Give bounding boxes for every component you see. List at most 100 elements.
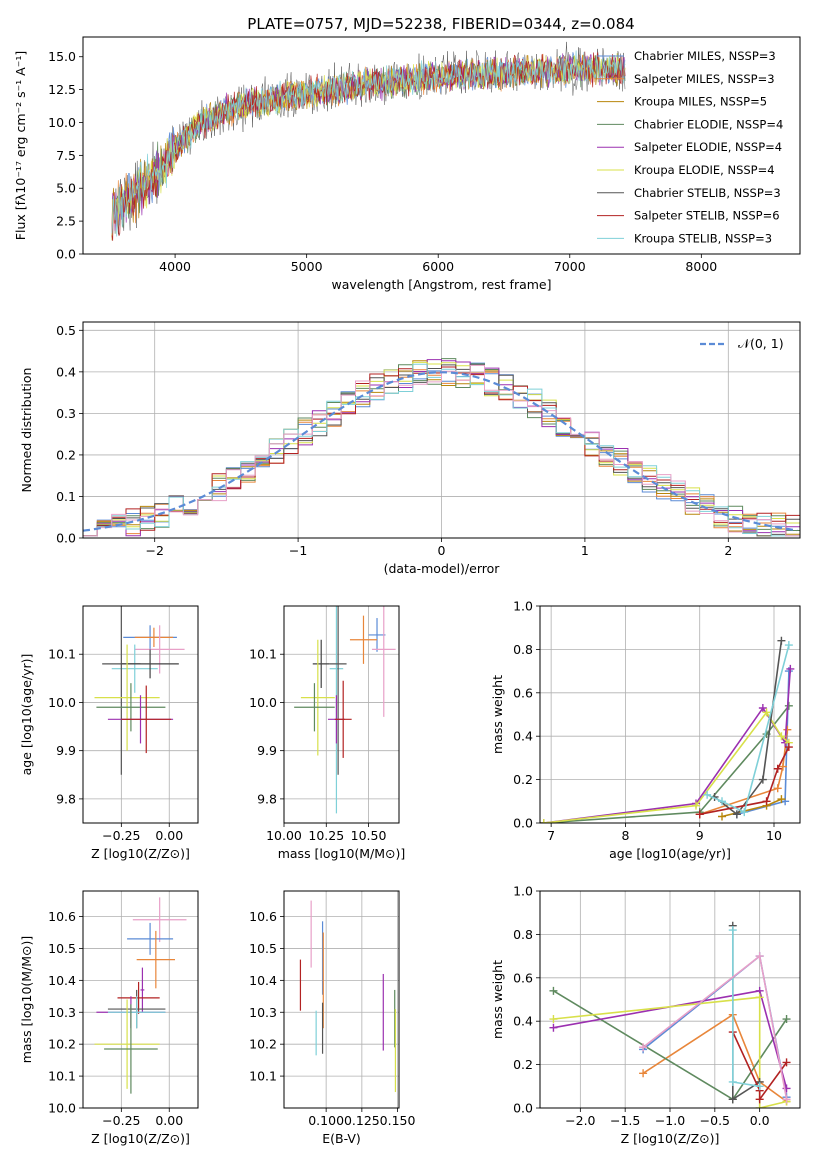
x-tick-label: 0.150 <box>380 1113 416 1128</box>
y-tick-label: 0.8 <box>513 927 533 942</box>
y-tick-label: 9.8 <box>56 791 76 806</box>
errorbar-point-8 <box>94 999 160 1089</box>
panel-mass-vs-ebv: 0.100 0.125 0.150 10.1 10.2 10.3 10.4 10.5 10.6 E… <box>249 890 416 1146</box>
weight-marker <box>784 641 793 650</box>
y-axis-label: mass [log10(M/M⊙)] <box>19 936 34 1064</box>
weight-marker <box>758 775 767 784</box>
errorbar-point-2 <box>134 625 185 674</box>
x-tick-label: −1 <box>289 543 307 558</box>
weight-series-7 <box>695 743 793 819</box>
y-tick-label: 0.2 <box>513 772 533 787</box>
y-tick-label: 10.6 <box>48 909 76 924</box>
weight-marker <box>718 797 726 806</box>
legend-entry: Chabrier MILES, NSSP=3 <box>634 49 776 63</box>
spectrum-line-7 <box>111 51 626 241</box>
y-tick-label: 10.1 <box>48 647 76 662</box>
panel-weight-vs-age: 7 8 9 10 0.0 0.2 0.4 0.6 0.8 1.0 age [log10(age/yr… <box>490 599 801 861</box>
errorbar-point-1 <box>134 627 174 647</box>
plot-area <box>299 900 397 1093</box>
x-tick-label: 0.00 <box>155 828 183 843</box>
y-tick-label: 0.0 <box>513 816 533 831</box>
plot-area <box>540 636 795 823</box>
weight-marker <box>755 1104 764 1108</box>
axes-frame <box>82 605 199 824</box>
y-tick-label: 10.1 <box>249 647 277 662</box>
errorbar-point-6 <box>300 639 335 756</box>
weight-marker <box>782 1058 791 1067</box>
plot-area <box>83 358 800 537</box>
weight-marker <box>762 708 771 717</box>
axes-frame <box>539 605 801 824</box>
x-tick-label: 2 <box>724 543 732 558</box>
y-tick-label: 10.2 <box>249 1037 277 1052</box>
weight-series-1 <box>695 725 792 819</box>
errorbar-point-9 <box>334 680 352 758</box>
y-tick-label: 0.3 <box>56 406 76 421</box>
x-tick-label: −2 <box>145 543 163 558</box>
y-tick-label: 0.0 <box>513 1101 533 1116</box>
weight-marker <box>782 1015 791 1024</box>
weight-marker <box>773 764 782 773</box>
errorbar-point-3 <box>111 644 158 693</box>
errorbar-point-7 <box>96 683 166 732</box>
plot-area <box>549 921 791 1108</box>
figure-title: PLATE=0757, MJD=52238, FIBERID=0344, z=0… <box>247 15 634 33</box>
panel-mass-vs-Z: −0.25 0.00 10.0 10.1 10.2 10.3 10.4 10.5 10.6 Z [… <box>19 890 199 1146</box>
x-tick-label: 10.50 <box>351 828 387 843</box>
weight-marker <box>740 808 749 817</box>
weight-marker <box>773 784 782 793</box>
x-tick-label: 8 <box>621 828 629 843</box>
weight-line <box>732 1031 788 1102</box>
errorbar-point-9 <box>104 1004 158 1094</box>
x-tick-label: −1.0 <box>655 1113 685 1128</box>
x-tick-label: 1 <box>581 543 589 558</box>
legend-entry: Chabrier ELODIE, NSSP=4 <box>634 117 783 131</box>
x-tick-label: 0.100 <box>308 1113 344 1128</box>
errorbar-point-0 <box>368 618 386 652</box>
errorbar-point-7 <box>294 683 335 732</box>
histogram-step-9 <box>83 364 800 537</box>
weight-marker <box>728 1077 737 1086</box>
x-tick-label: −0.25 <box>102 1113 140 1128</box>
plot-area <box>94 606 185 775</box>
x-tick-label: −0.25 <box>102 828 140 843</box>
y-tick-label: 10.5 <box>249 941 277 956</box>
x-tick-label: 10 <box>766 828 782 843</box>
y-tick-label: 0.6 <box>513 970 533 985</box>
weight-marker <box>549 1023 558 1032</box>
panel-residuals: 𝒩(0, 1) −2 −1 0 1 2 0.0 0.1 0.2 0.3 0.4 0.5 (data-mo… <box>19 321 801 576</box>
weight-series-8 <box>639 952 791 1104</box>
weight-series-7 <box>728 926 764 1091</box>
weight-marker <box>755 993 764 1002</box>
y-tick-label: 0.4 <box>513 1014 533 1029</box>
weight-line <box>706 644 790 814</box>
legend-entry: Kroupa STELIB, NSSP=3 <box>634 231 772 245</box>
x-axis-label: E(B-V) <box>322 1131 361 1146</box>
weight-marker <box>786 664 795 673</box>
x-tick-label: 8000 <box>685 259 717 274</box>
y-axis-label: age [log10(age/yr)] <box>19 654 34 776</box>
y-tick-label: 10.2 <box>48 1037 76 1052</box>
errorbar-point-2 <box>136 930 175 989</box>
weight-marker <box>703 790 712 799</box>
errorbar-point-9 <box>121 685 172 754</box>
x-tick-label: 0.125 <box>344 1113 380 1128</box>
x-tick-label: −2.0 <box>565 1113 595 1128</box>
errorbar-point-5 <box>312 639 330 688</box>
y-tick-label: 0.0 <box>56 531 76 546</box>
y-tick-label: 1.0 <box>513 599 533 614</box>
y-tick-label: 0.6 <box>513 685 533 700</box>
y-axis-label: mass weight <box>490 675 505 754</box>
weight-marker <box>777 795 786 804</box>
y-tick-label: 9.9 <box>257 743 277 758</box>
weight-marker <box>692 801 700 810</box>
plot-area <box>294 606 396 814</box>
errorbar-point-2 <box>371 606 396 717</box>
errorbar-point-4 <box>329 606 347 775</box>
weight-marker <box>762 797 771 806</box>
legend-entry: Salpeter ELODIE, NSSP=4 <box>634 140 782 154</box>
legend: Chabrier MILES, NSSP=3 Salpeter MILES, NS… <box>597 49 783 245</box>
y-tick-label: 0.5 <box>56 323 76 338</box>
weight-marker <box>782 1095 791 1104</box>
